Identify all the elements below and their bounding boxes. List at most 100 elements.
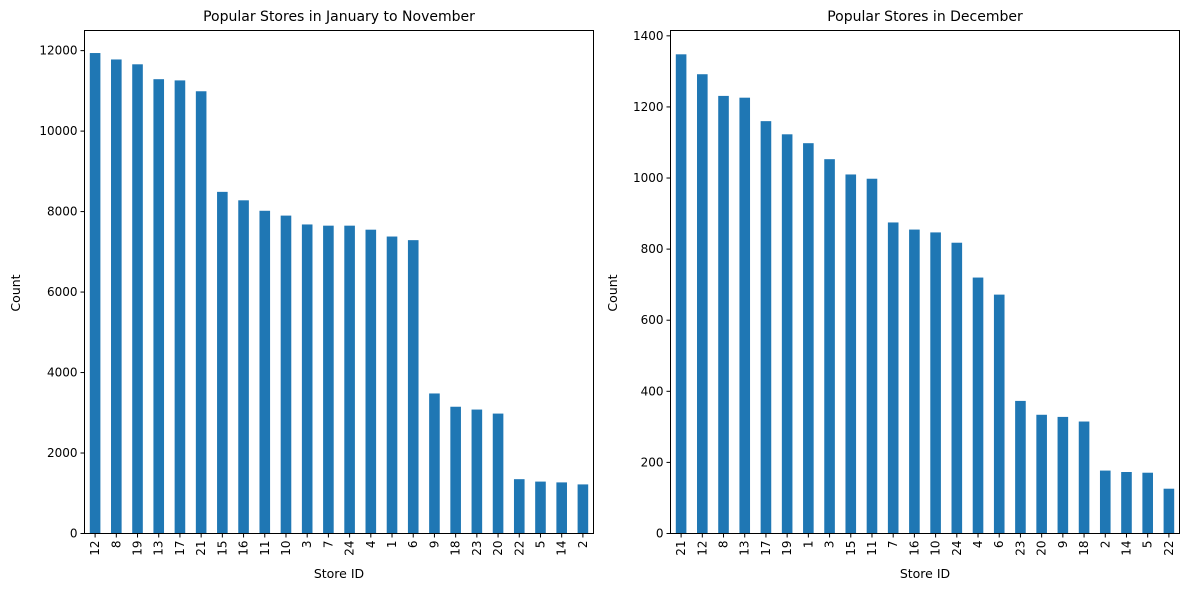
x-tick-label: 22 — [512, 541, 526, 556]
x-tick-label: 17 — [173, 541, 187, 556]
y-tick-label: 10000 — [39, 124, 77, 138]
bar-store-11 — [259, 210, 271, 534]
bar-store-24 — [951, 242, 963, 534]
x-tick-label: 15 — [215, 541, 229, 556]
x-tick-label: 20 — [1035, 541, 1049, 556]
x-tick-label: 6 — [406, 541, 420, 549]
x-tick-label: 18 — [449, 541, 463, 556]
bar-store-22 — [513, 479, 525, 534]
y-tick-label: 600 — [641, 313, 664, 327]
bar-store-4 — [972, 277, 984, 534]
y-tick-label: 4000 — [47, 366, 78, 380]
bar-store-14 — [556, 482, 567, 534]
x-tick-label: 4 — [364, 541, 378, 549]
chart-jan-nov: Popular Stores in January to November St… — [8, 9, 594, 581]
x-tick-label: 19 — [780, 541, 794, 556]
x-tick-label: 8 — [109, 541, 123, 549]
bar-store-15 — [845, 174, 857, 534]
axis-ticks: 12 8 19 13 17 21 15 16 11 10 3 7 24 4 1 6 9 18 23 20 22 5 14 20… — [39, 44, 590, 556]
bar-store-3 — [824, 159, 835, 534]
bar-store-13 — [739, 97, 751, 534]
bar-store-9 — [429, 393, 440, 534]
bar-store-20 — [1036, 414, 1047, 534]
bar-store-9 — [1057, 416, 1069, 534]
bar-store-20 — [492, 413, 504, 534]
chart-december: Popular Stores in December Store ID Coun… — [605, 9, 1180, 581]
y-axis-label: Count — [605, 274, 620, 311]
x-tick-label: 2 — [576, 541, 590, 549]
bar-store-8 — [111, 59, 122, 534]
y-tick-label: 1400 — [633, 29, 664, 43]
bar-store-19 — [781, 134, 793, 534]
x-tick-label: 1 — [385, 541, 399, 549]
y-tick-label: 8000 — [47, 205, 78, 219]
bar-store-11 — [866, 178, 878, 534]
bar-store-4 — [365, 229, 377, 534]
x-tick-label: 15 — [844, 541, 858, 556]
bar-store-15 — [217, 191, 228, 534]
axis-ticks: 21 12 8 13 17 19 1 3 15 11 7 16 10 24 4 6 23 20 9 18 2 14 5 22 0… — [633, 29, 1176, 556]
bar-store-6 — [993, 294, 1005, 534]
bar-store-13 — [153, 79, 165, 534]
x-tick-label: 24 — [343, 541, 357, 556]
y-tick-label: 800 — [641, 242, 664, 256]
x-tick-label: 1 — [801, 541, 815, 549]
y-tick-label: 200 — [641, 455, 664, 469]
x-tick-label: 22 — [1162, 541, 1176, 556]
x-tick-label: 13 — [738, 541, 752, 556]
chart-title: Popular Stores in December — [827, 9, 1023, 25]
y-axis-label: Count — [8, 274, 23, 311]
x-tick-label: 2 — [1098, 541, 1112, 549]
plot-frame — [670, 30, 1180, 534]
x-axis-label: Store ID — [314, 566, 364, 581]
x-tick-label: 12 — [695, 541, 709, 556]
bar-store-7 — [323, 225, 334, 534]
x-tick-label: 5 — [533, 541, 547, 549]
x-tick-label: 16 — [237, 541, 251, 556]
bar-store-19 — [132, 64, 143, 534]
bar-store-12 — [697, 74, 708, 534]
x-tick-label: 23 — [1013, 541, 1027, 556]
y-tick-label: 0 — [656, 527, 664, 541]
bar-store-16 — [909, 229, 920, 534]
x-tick-label: 7 — [321, 541, 335, 549]
bar-store-5 — [535, 481, 546, 534]
y-tick-label: 1000 — [633, 171, 664, 185]
bar-store-21 — [195, 91, 207, 534]
x-tick-label: 23 — [470, 541, 484, 556]
x-tick-label: 12 — [88, 541, 102, 556]
x-tick-label: 9 — [1056, 541, 1070, 549]
x-tick-label: 21 — [674, 541, 688, 556]
bar-store-3 — [301, 224, 313, 534]
y-tick-label: 400 — [641, 384, 664, 398]
x-tick-label: 9 — [427, 541, 441, 549]
x-tick-label: 21 — [194, 541, 208, 556]
x-tick-label: 5 — [1141, 541, 1155, 549]
bar-store-7 — [887, 222, 899, 534]
x-tick-label: 10 — [929, 541, 943, 556]
bar-store-18 — [450, 406, 461, 534]
x-axis-label: Store ID — [900, 566, 950, 581]
bar-store-23 — [1015, 400, 1026, 534]
y-tick-label: 0 — [70, 527, 78, 541]
bar-store-5 — [1142, 472, 1153, 534]
x-tick-label: 11 — [865, 541, 879, 556]
bar-store-1 — [803, 143, 814, 534]
x-tick-label: 6 — [992, 541, 1006, 549]
bar-store-16 — [238, 200, 249, 534]
bar-store-24 — [344, 225, 355, 534]
x-tick-label: 17 — [759, 541, 773, 556]
bar-store-10 — [930, 232, 941, 534]
chart-title: Popular Stores in January to November — [203, 9, 475, 25]
x-tick-label: 7 — [886, 541, 900, 549]
bar-store-2 — [577, 484, 589, 534]
x-tick-label: 3 — [823, 541, 837, 549]
bar-store-22 — [1163, 488, 1175, 534]
bar-store-17 — [760, 121, 772, 534]
x-tick-label: 10 — [279, 541, 293, 556]
x-tick-label: 3 — [300, 541, 314, 549]
y-tick-label: 2000 — [47, 446, 78, 460]
x-tick-label: 19 — [131, 541, 145, 556]
bar-store-10 — [280, 215, 292, 534]
